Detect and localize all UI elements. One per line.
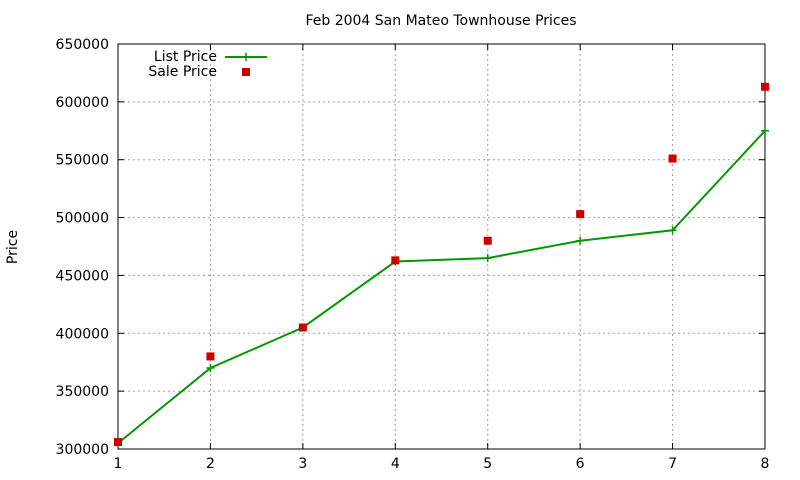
- y-tick-label: 650000: [56, 37, 109, 53]
- sale-price-point: [668, 154, 677, 163]
- x-tick-label: 4: [391, 456, 400, 472]
- x-tick-label: 5: [483, 456, 492, 472]
- series-layer: [114, 82, 769, 448]
- legend: List Price Sale Price: [148, 49, 267, 80]
- sale-price-point: [761, 82, 769, 91]
- x-tick-label: 2: [206, 456, 215, 472]
- sale-price-point: [114, 438, 122, 447]
- x-tick-label: 8: [761, 456, 770, 472]
- y-tick-label: 350000: [56, 384, 109, 400]
- y-tick-label: 600000: [56, 95, 109, 111]
- chart-title: Feb 2004 San Mateo Townhouse Prices: [305, 13, 576, 29]
- y-tick-label: 550000: [56, 153, 109, 169]
- series-list-price: [114, 126, 769, 448]
- y-tick-label: 500000: [56, 211, 109, 227]
- y-axis-ticks: 300000 350000 400000 450000 500000 550000 6000…: [56, 37, 765, 458]
- y-tick-label: 400000: [56, 326, 109, 342]
- legend-marker-sale-price: [242, 68, 250, 76]
- sale-price-point: [391, 256, 400, 265]
- legend-label-list-price: List Price: [154, 49, 217, 65]
- list-price-line: [117, 130, 766, 444]
- sale-price-point: [483, 236, 492, 245]
- y-tick-label: 300000: [56, 442, 109, 458]
- series-sale-price: [114, 82, 769, 447]
- y-axis-label: Price: [5, 230, 21, 264]
- x-tick-label: 6: [576, 456, 585, 472]
- x-axis-ticks: 1 2 3 4 5 6 7 8: [114, 44, 770, 472]
- sale-price-point: [576, 210, 585, 219]
- plot-frame: [117, 43, 766, 450]
- x-tick-label: 1: [114, 456, 123, 472]
- legend-label-sale-price: Sale Price: [148, 64, 217, 80]
- x-tick-label: 3: [298, 456, 307, 472]
- x-tick-label: 7: [668, 456, 677, 472]
- grid: [118, 44, 765, 449]
- sale-price-point: [298, 323, 307, 332]
- y-tick-label: 450000: [56, 268, 109, 284]
- sale-price-point: [206, 352, 215, 361]
